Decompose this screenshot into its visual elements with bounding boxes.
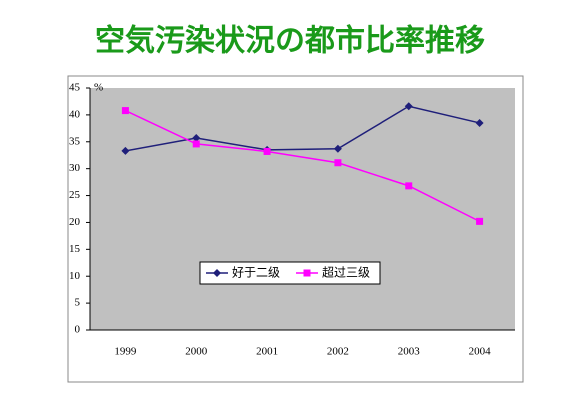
y-tick-label: 5 bbox=[75, 297, 81, 309]
chart-title: 空気汚染状況の都市比率推移 bbox=[95, 24, 485, 59]
y-tick-label: 0 bbox=[75, 324, 81, 336]
y-tick-label: 25 bbox=[69, 189, 81, 201]
point bbox=[404, 102, 413, 111]
y-tick-label: 10 bbox=[69, 270, 81, 282]
y-tick-label: 45 bbox=[69, 82, 81, 94]
y-tick-label: 15 bbox=[69, 243, 81, 255]
point bbox=[192, 140, 200, 148]
point bbox=[121, 107, 129, 115]
legend-box bbox=[199, 261, 381, 285]
x-tick-label: 2002 bbox=[327, 346, 349, 358]
y-tick-label: 40 bbox=[69, 108, 81, 120]
point bbox=[121, 146, 130, 155]
point bbox=[263, 147, 271, 155]
point bbox=[475, 118, 484, 127]
y-tick-label: 30 bbox=[69, 162, 81, 174]
y-unit: % bbox=[94, 82, 103, 94]
point bbox=[476, 217, 484, 225]
series-line bbox=[125, 105, 480, 152]
point bbox=[405, 182, 413, 190]
x-tick-label: 2003 bbox=[398, 346, 421, 358]
y-tick-label: 20 bbox=[69, 216, 81, 228]
x-tick-label: 2004 bbox=[469, 346, 492, 358]
point bbox=[192, 134, 201, 143]
y-tick-label: 35 bbox=[69, 135, 81, 147]
point bbox=[334, 159, 342, 167]
legend-marker bbox=[213, 269, 221, 277]
x-tick-label: 2000 bbox=[185, 346, 208, 358]
x-tick-label: 1999 bbox=[114, 346, 137, 358]
plot-area bbox=[90, 88, 515, 330]
series-line bbox=[125, 109, 480, 223]
legend-marker bbox=[303, 269, 311, 277]
x-tick-label: 2001 bbox=[256, 346, 278, 358]
legend-label: 超过三级 bbox=[322, 265, 370, 280]
legend-label: 好于二级 bbox=[232, 266, 280, 280]
point bbox=[333, 144, 342, 153]
